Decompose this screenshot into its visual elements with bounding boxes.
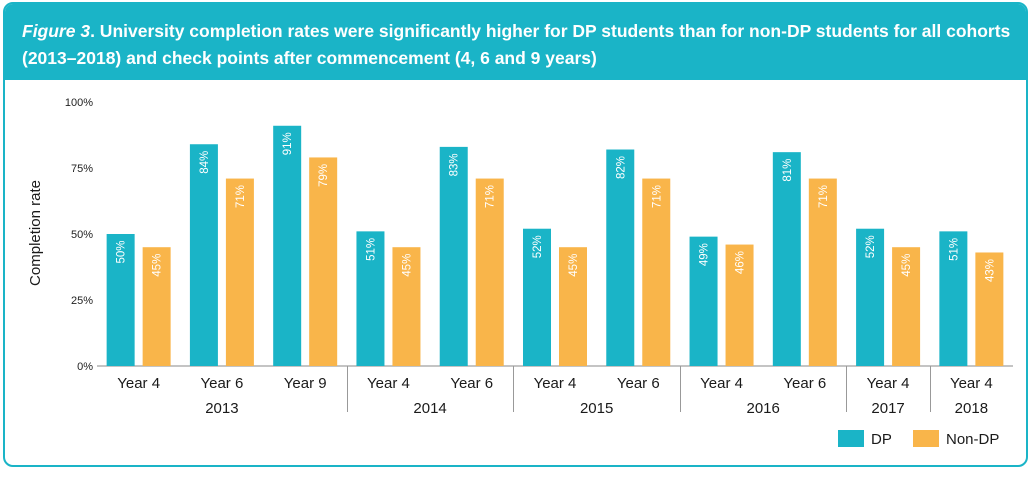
y-tick-label: 25% [71,295,93,307]
y-tick-label: 0% [77,361,93,373]
data-label-dp: 50% [116,240,128,263]
data-label-dp: 52% [532,235,544,258]
data-label-non-dp: 45% [901,254,913,277]
data-label-dp: 83% [449,153,461,176]
data-label-non-dp: 71% [818,185,830,208]
x-category-label: Year 6 [783,375,826,392]
x-category-label: Year 6 [200,375,243,392]
bar-dp [439,146,468,366]
bar-non-dp [475,178,504,366]
data-label-dp: 84% [199,151,211,174]
bar-non-dp [309,157,338,366]
data-label-dp: 52% [865,235,877,258]
legend-label-dp: DP [871,431,892,448]
x-category-label: Year 6 [450,375,493,392]
bar-dp [523,228,551,366]
bar-non-dp [892,247,921,366]
x-group-label: 2013 [205,400,238,417]
data-label-non-dp: 71% [485,185,497,208]
data-label-non-dp: 79% [318,164,330,187]
x-category-label: Year 4 [950,375,993,392]
x-group-label: 2018 [955,400,988,417]
data-label-dp: 91% [282,132,294,155]
data-label-dp: 81% [782,159,794,182]
bar-dp [939,231,968,366]
x-category-label: Year 4 [700,375,743,392]
y-axis-title: Completion rate [27,180,44,286]
bar-dp [772,152,801,366]
bar-non-dp [559,247,587,366]
legend-label-non-dp: Non-DP [946,431,999,448]
x-group-label: 2015 [580,400,613,417]
legend-swatch-dp [838,430,864,447]
data-label-dp: 51% [365,238,377,261]
y-tick-label: 75% [71,163,93,175]
bar-non-dp [142,247,171,366]
bar-dp [856,228,885,366]
data-label-non-dp: 45% [568,254,580,277]
legend-swatch-non-dp [913,430,939,447]
data-label-non-dp: 45% [152,254,164,277]
data-label-non-dp: 43% [984,259,996,282]
data-label-dp: 82% [615,156,627,179]
bar-dp [189,144,218,366]
bar-dp [106,234,135,366]
bar-dp [689,236,718,366]
bar-non-dp [725,244,754,366]
bar-non-dp [392,247,421,366]
bar-dp [356,231,385,366]
x-category-label: Year 4 [534,375,577,392]
data-label-non-dp: 71% [235,185,247,208]
figure-label: Figure 3 [22,21,91,41]
y-tick-label: 50% [71,229,93,241]
x-group-label: 2014 [413,400,446,417]
data-label-non-dp: 45% [401,254,413,277]
x-category-label: Year 4 [367,375,410,392]
x-group-label: 2016 [746,400,779,417]
data-label-dp: 51% [948,238,960,261]
figure-title: Figure 3. University completion rates we… [22,18,1012,72]
y-tick-label: 100% [65,97,93,109]
bar-dp [273,125,302,366]
data-label-non-dp: 71% [651,185,663,208]
x-category-label: Year 6 [617,375,660,392]
x-category-label: Year 4 [867,375,910,392]
x-category-label: Year 4 [117,375,160,392]
bar-non-dp [975,252,1004,366]
bar-non-dp [225,178,254,366]
data-label-dp: 49% [699,243,711,266]
x-category-label: Year 9 [284,375,327,392]
x-group-label: 2017 [871,400,904,417]
bar-non-dp [808,178,837,366]
data-label-non-dp: 46% [735,251,747,274]
figure-header: Figure 3. University completion rates we… [5,4,1026,80]
figure-title-text: . University completion rates were signi… [22,21,1011,68]
bar-non-dp [642,178,671,366]
bar-dp [606,149,635,366]
